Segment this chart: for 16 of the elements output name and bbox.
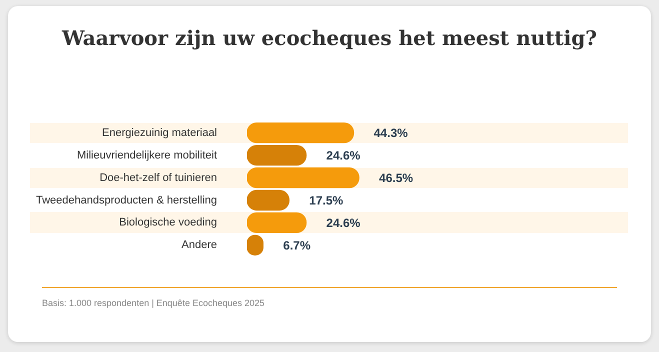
chart-title: Waarvoor zijn uw ecocheques het meest nuttig?	[60, 26, 598, 50]
text: Basis: 1.000 respondenten | Enquête Ecocheques 2025	[42, 298, 265, 308]
y-tick-label: Tweedehandsproducten & herstelling	[36, 194, 217, 206]
data-label: 24.6%	[326, 216, 361, 230]
data-label: 6.7%	[283, 238, 311, 252]
y-tick-label: Milieuvriendelijkere mobiliteit	[77, 149, 217, 162]
data-label: 46.5%	[379, 171, 414, 186]
data-label: 24.6%	[326, 148, 361, 163]
y-tick-label: Andere	[182, 239, 217, 252]
y-tick-label: Biologische voeding	[119, 216, 217, 229]
y-tick-label: Doe-het-zelf of tuinieren	[100, 172, 217, 184]
bar	[247, 167, 360, 188]
data-label: 17.5%	[309, 194, 344, 208]
bar	[247, 122, 354, 144]
data-label: 44.3%	[374, 126, 408, 140]
y-tick-label: Energiezuinig materiaal	[102, 126, 217, 139]
